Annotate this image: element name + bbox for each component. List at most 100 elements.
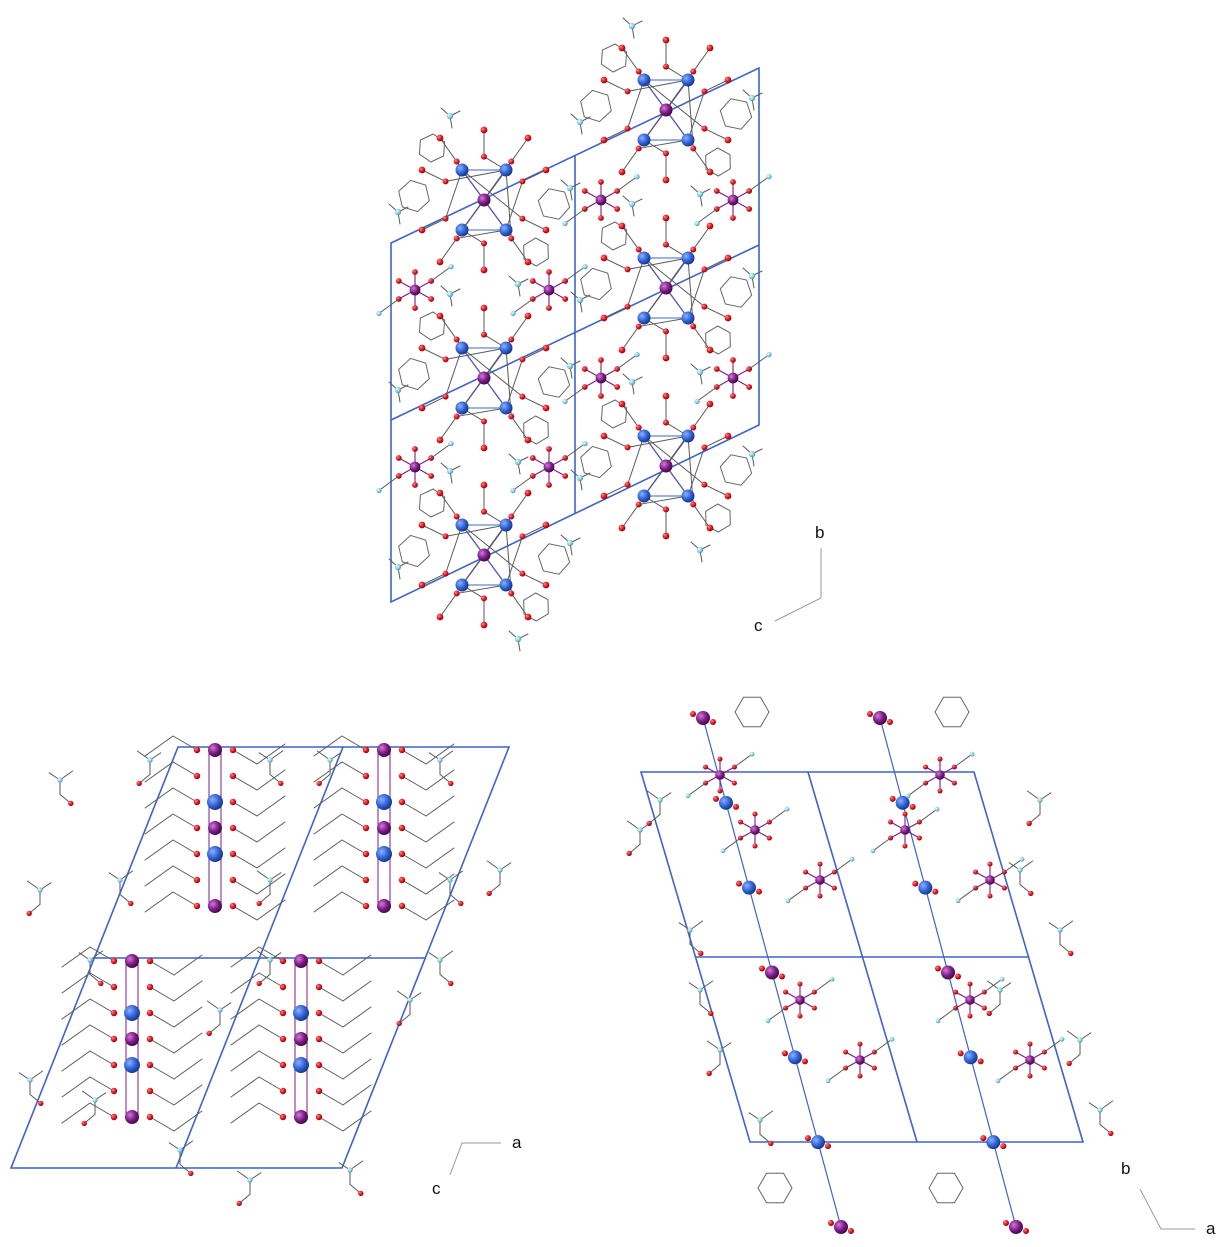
aromatic-ring xyxy=(398,179,430,213)
nitrogen-atom xyxy=(955,898,961,904)
oxygen-atom xyxy=(229,772,237,780)
oxygen-atom xyxy=(358,1190,364,1197)
metal-atom-blue xyxy=(637,251,651,265)
oxygen-atom xyxy=(598,215,604,221)
oxygen-atom xyxy=(110,983,118,991)
oxygen-atom xyxy=(1023,1228,1029,1234)
oxygen-atom xyxy=(562,296,569,302)
oxygen-atom xyxy=(752,811,758,817)
oxygen-atom xyxy=(453,513,460,520)
oxygen-atom xyxy=(480,444,488,452)
nitrogen-atom xyxy=(637,827,643,833)
oxygen-atom xyxy=(618,524,626,532)
oxygen-atom xyxy=(782,1050,788,1057)
metal-atom-purple xyxy=(477,193,491,207)
nitrogen-atom xyxy=(566,184,574,192)
panel-bottom-right: b a xyxy=(626,696,1216,1238)
oxygen-atom xyxy=(146,957,154,965)
axis-label-c: c xyxy=(754,616,763,635)
oxygen-atom xyxy=(315,1061,323,1069)
oxygen-atom xyxy=(436,258,444,266)
nitrogen-atom xyxy=(870,848,876,854)
metal-atom-blue xyxy=(637,429,651,443)
metal-atom-blue xyxy=(681,489,695,503)
nitrogen-atom xyxy=(1057,927,1063,933)
oxygen-atom xyxy=(480,304,488,312)
oxygen-atom xyxy=(706,1070,712,1077)
oxygen-atom xyxy=(236,1200,242,1207)
oxygen-atom xyxy=(598,179,604,185)
metal-atom-purple xyxy=(750,825,760,835)
metal-atom-blue xyxy=(681,133,695,147)
oxygen-atom xyxy=(857,1041,863,1047)
oxygen-atom xyxy=(706,222,714,230)
oxygen-atom xyxy=(315,1035,323,1043)
oxygen-atom xyxy=(542,581,550,589)
oxygen-atom xyxy=(481,240,487,247)
oxygen-atom xyxy=(953,989,959,995)
nitrogen-atom xyxy=(628,22,636,30)
oxygen-atom xyxy=(418,226,426,234)
oxygen-atom xyxy=(193,746,201,754)
nitrogen-atom xyxy=(267,957,273,963)
metal-atom-purple xyxy=(409,461,421,473)
oxygen-atom xyxy=(524,613,532,621)
oxygen-atom xyxy=(279,1061,287,1069)
oxygen-atom xyxy=(600,492,608,500)
oxygen-atom xyxy=(508,513,515,520)
oxygen-atom xyxy=(110,1009,118,1017)
oxygen-atom xyxy=(481,418,487,425)
oxygen-atom xyxy=(663,150,669,157)
oxygen-atom xyxy=(701,303,708,310)
nitrogen-atom xyxy=(849,856,855,862)
aromatic-ring xyxy=(600,43,628,73)
oxygen-atom xyxy=(756,888,762,895)
oxygen-atom xyxy=(229,798,237,806)
aromatic-ring xyxy=(719,98,753,130)
nitrogen-atom xyxy=(1097,1107,1103,1113)
aromatic-ring xyxy=(523,592,549,622)
oxygen-atom xyxy=(1001,885,1007,891)
oxygen-atom xyxy=(724,492,732,500)
oxygen-atom xyxy=(193,902,201,910)
nitrogen-atom xyxy=(437,757,443,763)
oxygen-atom xyxy=(708,1010,714,1017)
oxygen-atom xyxy=(713,366,720,372)
metal-atom-blue xyxy=(681,429,695,443)
oxygen-atom xyxy=(746,206,753,212)
metal-atom-purple xyxy=(595,372,607,384)
oxygen-atom xyxy=(481,508,487,515)
metal-atom-purple xyxy=(595,194,607,206)
oxygen-atom xyxy=(932,888,939,895)
oxygen-atom xyxy=(797,981,803,987)
oxygen-atom xyxy=(193,850,201,858)
oxygen-atom xyxy=(635,68,642,75)
oxygen-atom xyxy=(935,965,941,972)
metal-atom-blue xyxy=(124,1057,140,1073)
oxygen-atom xyxy=(508,235,515,242)
oxygen-atom xyxy=(480,126,488,134)
axis-label-a: a xyxy=(1206,1219,1216,1238)
oxygen-atom xyxy=(110,1113,118,1121)
unit-cell-bottom-right xyxy=(639,771,1085,1143)
oxygen-atom xyxy=(618,222,626,230)
oxygen-atom xyxy=(1108,1130,1114,1137)
axis-label-b: b xyxy=(1121,1159,1130,1178)
oxygen-atom xyxy=(635,501,642,508)
oxygen-atom xyxy=(825,1143,831,1150)
oxygen-atom xyxy=(957,1050,964,1057)
metal-atom-purple xyxy=(873,711,887,725)
oxygen-atom xyxy=(398,876,406,884)
metal-atom-purple xyxy=(855,1055,865,1065)
metal-atom-purple xyxy=(543,461,555,473)
oxygen-atom xyxy=(1028,890,1034,897)
metal-atom-blue xyxy=(455,223,469,237)
metal-atom-blue xyxy=(499,163,513,177)
metal-atom-purple xyxy=(294,1032,308,1046)
molecular-structure-bottom-left xyxy=(18,735,512,1207)
metal-atom-blue xyxy=(293,1057,309,1073)
metal-atom-purple xyxy=(409,284,421,296)
nitrogen-atom xyxy=(57,777,63,783)
nitrogen-atom xyxy=(510,487,516,494)
oxygen-atom xyxy=(817,893,823,899)
